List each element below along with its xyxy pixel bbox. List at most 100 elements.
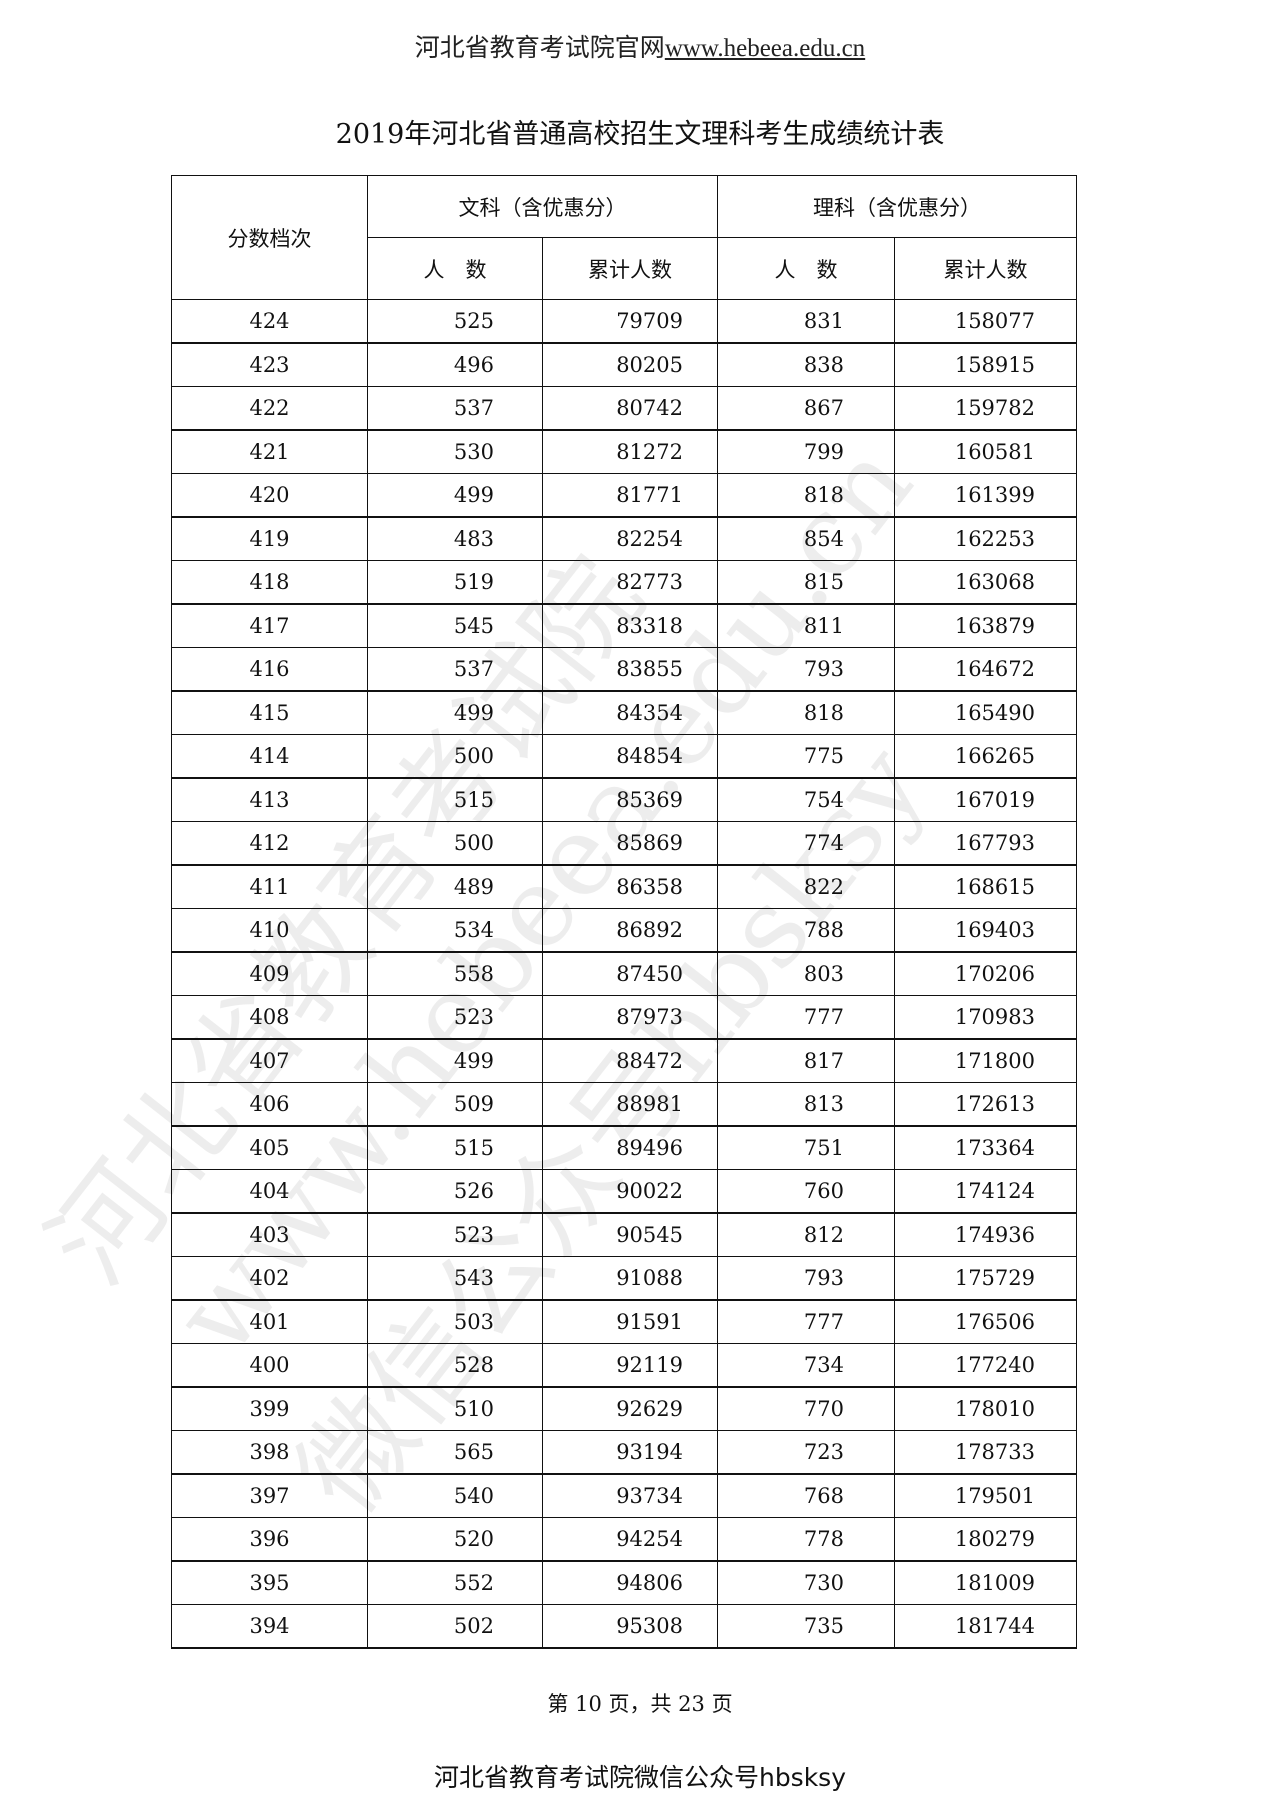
cell-score: 396 xyxy=(171,1517,368,1562)
cell-arts-cumulative: 84854 xyxy=(542,734,718,779)
cell-science-cumulative: 162253 xyxy=(894,516,1077,561)
table-row: 411 489 86358 822 168615 xyxy=(171,864,1077,909)
cell-arts-count: 543 xyxy=(367,1256,543,1301)
cell-arts-count: 558 xyxy=(367,951,543,996)
cell-arts-cumulative: 91591 xyxy=(542,1299,718,1344)
cell-science-cumulative: 168615 xyxy=(894,864,1077,909)
cell-arts-cumulative: 85369 xyxy=(542,777,718,822)
cell-arts-count: 530 xyxy=(367,429,543,474)
cell-arts-cumulative: 87973 xyxy=(542,995,718,1040)
cell-science-cumulative: 170206 xyxy=(894,951,1077,996)
cell-score: 423 xyxy=(171,342,368,387)
cell-science-cumulative: 158915 xyxy=(894,342,1077,387)
cell-score: 395 xyxy=(171,1560,368,1605)
cell-score: 422 xyxy=(171,386,368,431)
cell-arts-cumulative: 79709 xyxy=(542,299,718,344)
cell-science-count: 751 xyxy=(717,1125,895,1170)
cell-arts-count: 552 xyxy=(367,1560,543,1605)
cell-arts-count: 499 xyxy=(367,473,543,518)
cell-score: 407 xyxy=(171,1038,368,1083)
cell-science-count: 813 xyxy=(717,1082,895,1127)
cell-arts-cumulative: 86892 xyxy=(542,908,718,953)
table-row: 398 565 93194 723 178733 xyxy=(171,1430,1077,1475)
cell-science-count: 778 xyxy=(717,1517,895,1562)
cell-science-count: 760 xyxy=(717,1169,895,1214)
table-row: 401 503 91591 777 176506 xyxy=(171,1299,1077,1344)
cell-arts-count: 545 xyxy=(367,603,543,648)
cell-score: 419 xyxy=(171,516,368,561)
header-science-cumulative: 累计人数 xyxy=(894,237,1077,300)
cell-science-cumulative: 178010 xyxy=(894,1386,1077,1431)
cell-science-cumulative: 169403 xyxy=(894,908,1077,953)
cell-science-count: 777 xyxy=(717,1299,895,1344)
cell-science-cumulative: 181009 xyxy=(894,1560,1077,1605)
cell-science-count: 867 xyxy=(717,386,895,431)
table-row: 405 515 89496 751 173364 xyxy=(171,1125,1077,1170)
cell-arts-cumulative: 84354 xyxy=(542,690,718,735)
cell-arts-count: 503 xyxy=(367,1299,543,1344)
table-row: 402 543 91088 793 175729 xyxy=(171,1256,1077,1301)
cell-science-count: 817 xyxy=(717,1038,895,1083)
cell-arts-count: 526 xyxy=(367,1169,543,1214)
cell-arts-cumulative: 81771 xyxy=(542,473,718,518)
cell-science-cumulative: 160581 xyxy=(894,429,1077,474)
cell-science-cumulative: 176506 xyxy=(894,1299,1077,1344)
cell-science-cumulative: 174124 xyxy=(894,1169,1077,1214)
cell-science-count: 774 xyxy=(717,821,895,866)
cell-arts-count: 489 xyxy=(367,864,543,909)
table-row: 420 499 81771 818 161399 xyxy=(171,473,1077,518)
cell-science-cumulative: 171800 xyxy=(894,1038,1077,1083)
cell-science-cumulative: 166265 xyxy=(894,734,1077,779)
cell-arts-count: 502 xyxy=(367,1604,543,1649)
cell-science-cumulative: 179501 xyxy=(894,1473,1077,1518)
wechat-footer: 河北省教育考试院微信公众号hbsksy xyxy=(433,1763,847,1792)
cell-arts-cumulative: 83855 xyxy=(542,647,718,692)
cell-arts-count: 537 xyxy=(367,386,543,431)
cell-score: 397 xyxy=(171,1473,368,1518)
cell-score: 405 xyxy=(171,1125,368,1170)
cell-science-count: 799 xyxy=(717,429,895,474)
cell-score: 400 xyxy=(171,1343,368,1388)
cell-science-cumulative: 164672 xyxy=(894,647,1077,692)
cell-arts-count: 565 xyxy=(367,1430,543,1475)
cell-arts-cumulative: 92629 xyxy=(542,1386,718,1431)
cell-science-cumulative: 180279 xyxy=(894,1517,1077,1562)
cell-arts-cumulative: 94806 xyxy=(542,1560,718,1605)
cell-science-count: 803 xyxy=(717,951,895,996)
cell-science-cumulative: 158077 xyxy=(894,299,1077,344)
cell-arts-count: 525 xyxy=(367,299,543,344)
score-table: 分数档次 文科（含优惠分） 理科（含优惠分） 人 数 累计人数 人 数 累计人数… xyxy=(171,175,1077,1649)
table-row: 406 509 88981 813 172613 xyxy=(171,1082,1077,1127)
table-row: 412 500 85869 774 167793 xyxy=(171,821,1077,866)
cell-science-count: 812 xyxy=(717,1212,895,1257)
cell-arts-count: 534 xyxy=(367,908,543,953)
cell-science-cumulative: 174936 xyxy=(894,1212,1077,1257)
cell-score: 424 xyxy=(171,299,368,344)
cell-score: 415 xyxy=(171,690,368,735)
cell-arts-count: 515 xyxy=(367,1125,543,1170)
cell-score: 399 xyxy=(171,1386,368,1431)
cell-arts-cumulative: 88472 xyxy=(542,1038,718,1083)
cell-science-count: 838 xyxy=(717,342,895,387)
cell-arts-cumulative: 82773 xyxy=(542,560,718,605)
cell-score: 413 xyxy=(171,777,368,822)
cell-arts-count: 520 xyxy=(367,1517,543,1562)
cell-arts-cumulative: 93734 xyxy=(542,1473,718,1518)
cell-science-count: 775 xyxy=(717,734,895,779)
cell-arts-cumulative: 90545 xyxy=(542,1212,718,1257)
table-row: 416 537 83855 793 164672 xyxy=(171,647,1077,692)
cell-science-count: 818 xyxy=(717,473,895,518)
cell-science-cumulative: 159782 xyxy=(894,386,1077,431)
cell-arts-cumulative: 90022 xyxy=(542,1169,718,1214)
site-link[interactable]: www.hebeea.edu.cn xyxy=(664,35,866,62)
cell-arts-cumulative: 83318 xyxy=(542,603,718,648)
table-row: 419 483 82254 854 162253 xyxy=(171,516,1077,561)
cell-arts-count: 500 xyxy=(367,734,543,779)
header-science: 理科（含优惠分） xyxy=(717,175,1077,238)
cell-score: 411 xyxy=(171,864,368,909)
cell-score: 406 xyxy=(171,1082,368,1127)
cell-science-count: 822 xyxy=(717,864,895,909)
table-row: 404 526 90022 760 174124 xyxy=(171,1169,1077,1214)
cell-science-cumulative: 178733 xyxy=(894,1430,1077,1475)
cell-score: 414 xyxy=(171,734,368,779)
